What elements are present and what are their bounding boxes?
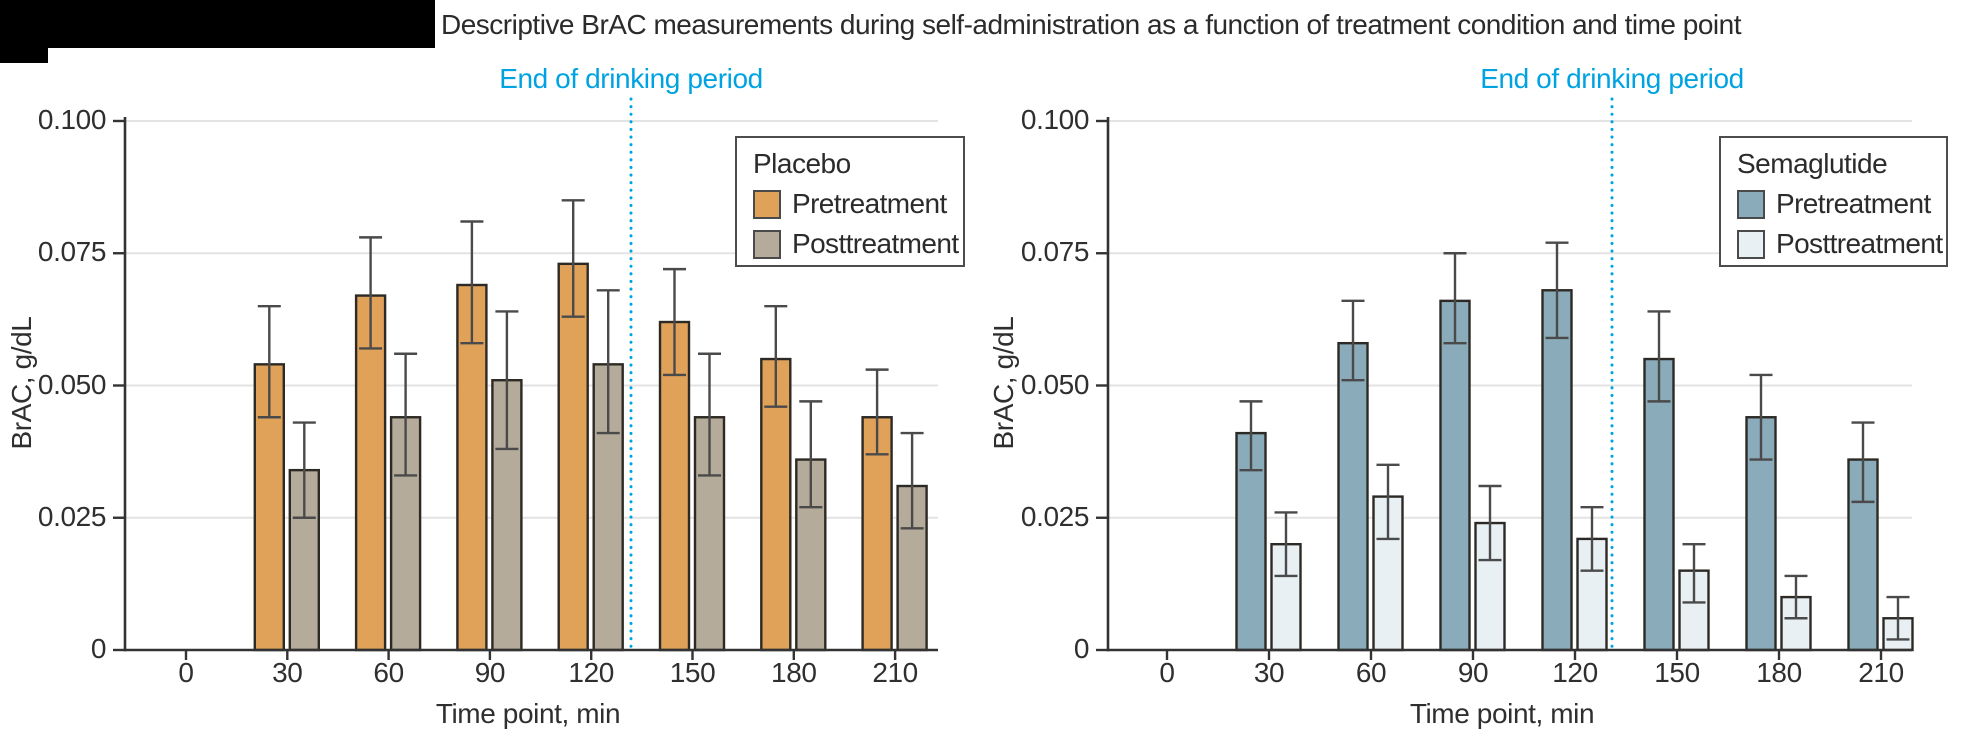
- pretreatment-swatch: [753, 189, 781, 219]
- x-tick-label: 150: [669, 657, 716, 688]
- legend-row-posttreatment: Posttreatment: [1737, 228, 1946, 260]
- redacted-figure-label-notch: [0, 0, 48, 63]
- x-tick-label: 90: [1457, 657, 1489, 688]
- legend-row-posttreatment: Posttreatment: [753, 228, 963, 260]
- x-tick-label: 180: [771, 657, 817, 688]
- x-tick-label: 0: [1159, 657, 1175, 688]
- bar-semaglutide-pretreatment-60: [1337, 341, 1369, 652]
- y-tick-label: 0.025: [1020, 500, 1089, 532]
- bar-semaglutide-pretreatment-150: [1643, 357, 1675, 652]
- bar-semaglutide-pretreatment-90: [1439, 299, 1471, 652]
- bar-semaglutide-pretreatment-120: [1541, 289, 1573, 652]
- y-tick-label: 0.075: [37, 236, 106, 268]
- x-tick-label: 30: [1253, 657, 1285, 688]
- legend-title: Semaglutide: [1737, 148, 1888, 179]
- pretreatment-swatch: [1737, 189, 1765, 219]
- figure-title: Descriptive BrAC measurements during sel…: [441, 9, 1741, 40]
- end-of-drinking-annotation-left: End of drinking period: [499, 63, 763, 94]
- legend-label-pretreatment: Pretreatment: [792, 188, 947, 219]
- end-of-drinking-annotation-right: End of drinking period: [1480, 63, 1744, 94]
- x-tick-label: 0: [178, 657, 194, 688]
- x-tick-label: 30: [272, 657, 303, 688]
- x-tick-label: 210: [872, 657, 918, 688]
- bar-semaglutide-posttreatment-60: [1372, 495, 1404, 652]
- y-tick-label: 0.025: [37, 500, 106, 532]
- x-axis-label-left: Time point, min: [435, 698, 621, 729]
- x-tick-label: 180: [1756, 657, 1802, 688]
- legend-label-posttreatment: Posttreatment: [792, 228, 959, 259]
- y-tick-label: 0: [1073, 633, 1090, 664]
- x-tick-label: 90: [474, 657, 506, 688]
- x-tick-label: 120: [568, 657, 614, 688]
- legend-row-pretreatment: Pretreatment: [1737, 188, 1946, 220]
- x-tick-label: 210: [1858, 657, 1904, 688]
- y-tick-label: 0.100: [1020, 104, 1089, 135]
- legend-row-pretreatment: Pretreatment: [753, 188, 963, 220]
- x-tick-label: 60: [373, 657, 404, 688]
- posttreatment-swatch: [1737, 229, 1765, 259]
- legend-label-pretreatment: Pretreatment: [1776, 188, 1931, 219]
- y-tick-label: 0.050: [1020, 368, 1089, 400]
- y-tick-label: 0.075: [1020, 236, 1089, 268]
- y-tick-label: 0.050: [37, 368, 106, 400]
- y-tick-label: 0: [90, 633, 107, 664]
- x-tick-label: 120: [1552, 657, 1598, 688]
- posttreatment-swatch: [753, 229, 781, 259]
- legend-semaglutide: Semaglutide Pretreatment Posttreatment: [1719, 136, 1948, 267]
- legend-placebo: Placebo Pretreatment Posttreatment: [735, 136, 965, 267]
- y-tick-label: 0.100: [37, 104, 106, 135]
- redacted-figure-label: [0, 0, 435, 48]
- x-tick-label: 150: [1654, 657, 1700, 688]
- legend-title: Placebo: [753, 148, 851, 179]
- x-axis-label-right: Time point, min: [1409, 698, 1595, 729]
- legend-label-posttreatment: Posttreatment: [1776, 228, 1943, 259]
- x-tick-label: 60: [1355, 657, 1387, 688]
- bar-placebo-pretreatment-120: [557, 262, 589, 652]
